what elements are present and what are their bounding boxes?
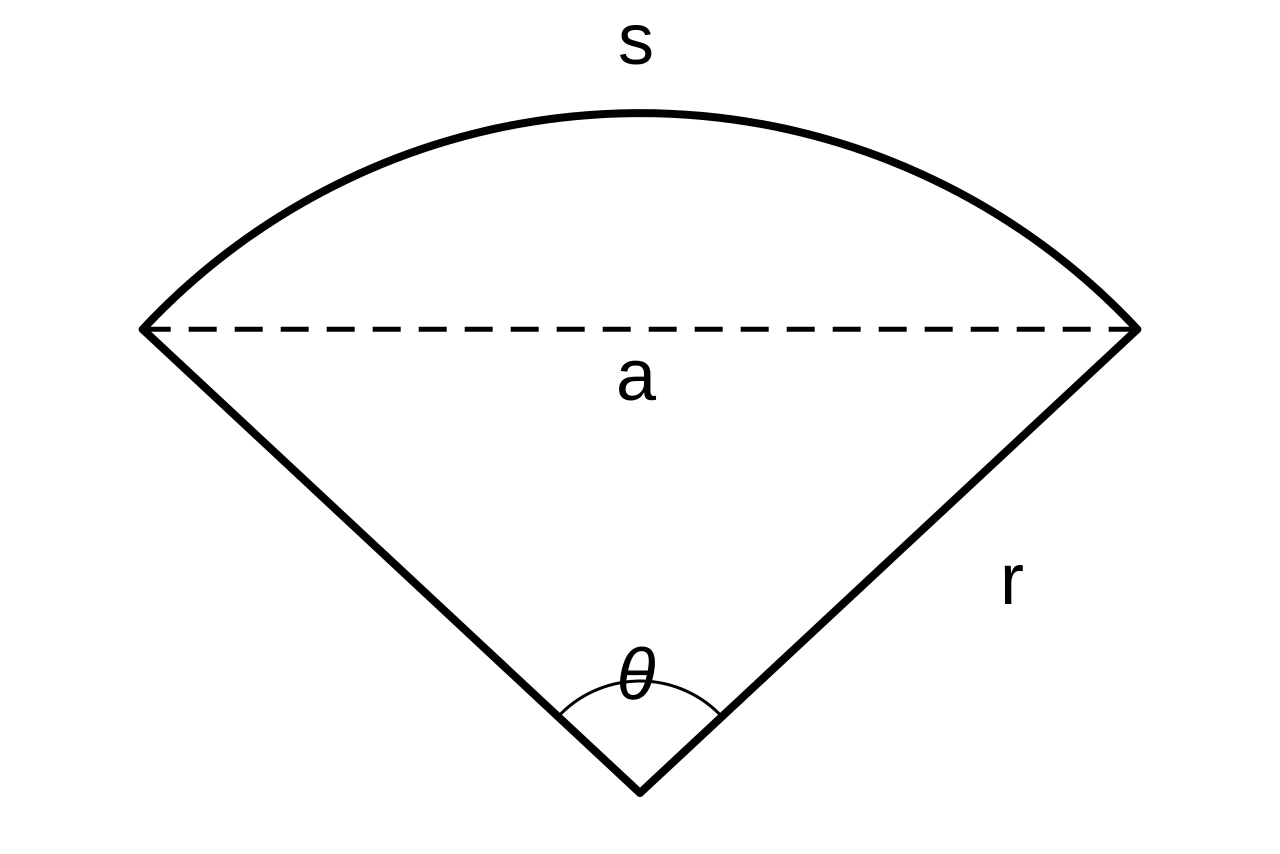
chord-label: a — [616, 336, 657, 416]
outer-arc — [143, 113, 1138, 329]
angle-label: θ — [616, 635, 655, 715]
left-radius-line — [143, 329, 640, 793]
right-radius-line — [640, 329, 1137, 793]
sector-diagram: s a r θ — [0, 0, 1280, 854]
arc-label: s — [618, 0, 654, 80]
radius-label: r — [1000, 540, 1024, 620]
